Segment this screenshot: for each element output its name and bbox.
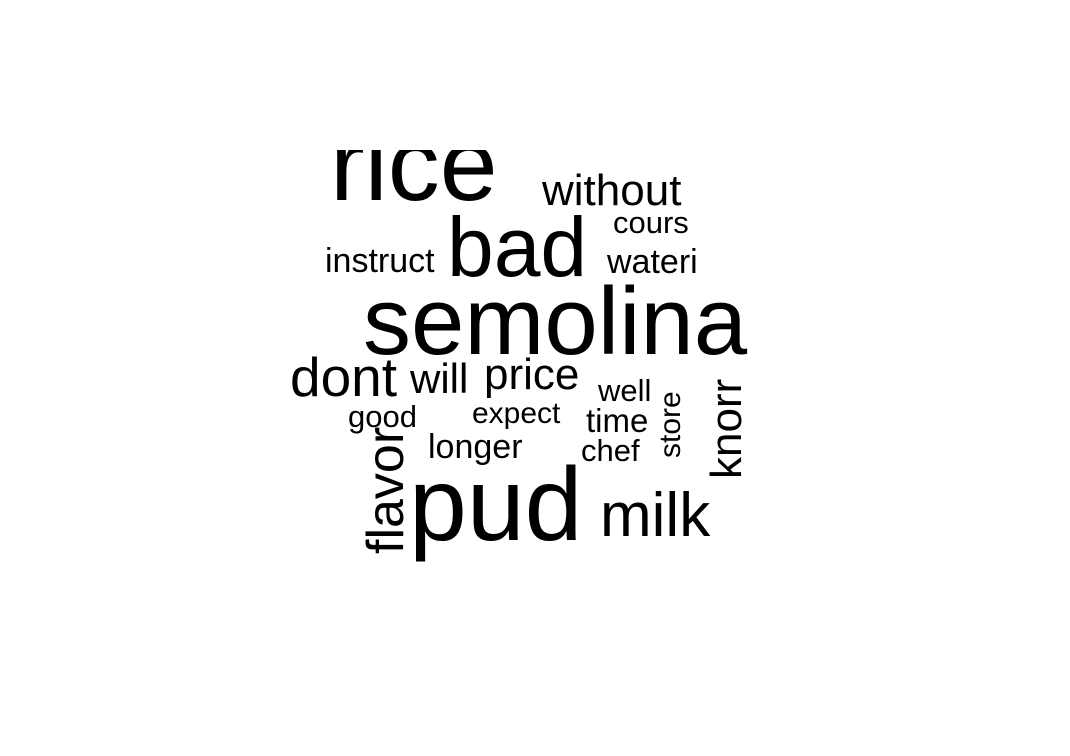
word-chef: chef [581, 433, 640, 468]
word-expect: expect [472, 397, 561, 430]
word-bad: bad [447, 200, 588, 294]
word-dont: dont [290, 346, 398, 408]
word-price: price [484, 350, 580, 399]
word-time: time [586, 402, 649, 439]
word-without: without [542, 166, 682, 215]
word-milk: milk [600, 481, 711, 550]
word-store: store [654, 391, 687, 458]
word-will: will [410, 355, 469, 402]
word-good: good [348, 399, 417, 434]
word-cours: cours [613, 205, 689, 240]
word-pud: pud [409, 447, 583, 562]
word-cloud-area: rice without cours bad instruct wateri s… [280, 150, 800, 562]
word-semolina: semolina [363, 268, 748, 375]
word-knorr: knorr [702, 378, 751, 479]
word-well: well [598, 373, 652, 408]
word-longer: longer [428, 428, 523, 466]
word-flavor: flavor [357, 426, 415, 554]
word-instruct: instruct [325, 242, 435, 280]
word-wateri: wateri [607, 243, 698, 281]
word-rice: rice [330, 150, 498, 223]
